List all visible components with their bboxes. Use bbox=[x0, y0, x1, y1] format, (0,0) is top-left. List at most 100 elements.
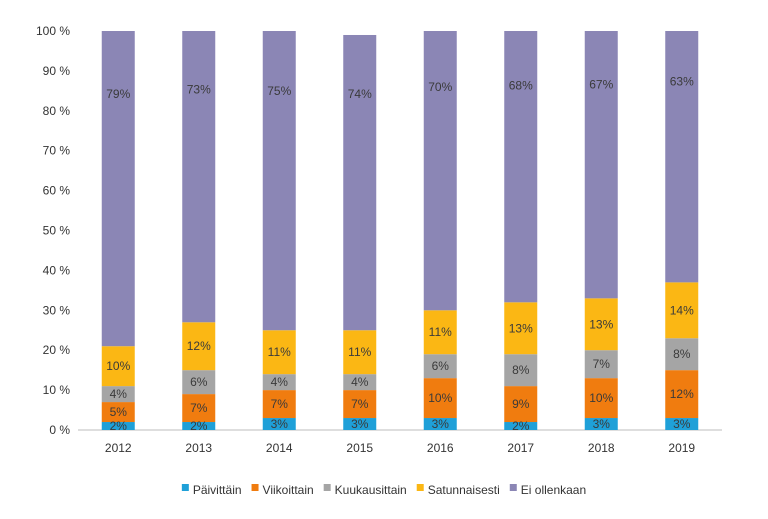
data-label: 9% bbox=[512, 397, 530, 411]
data-labels-layer: 2%5%4%10%79%2%7%6%12%73%3%7%4%11%75%3%7%… bbox=[106, 74, 694, 433]
bar-segment-p-ivitt-in bbox=[262, 418, 296, 430]
data-label: 4% bbox=[351, 375, 369, 389]
y-tick-label: 60 % bbox=[43, 184, 71, 198]
legend-item: Kuukausittain bbox=[323, 483, 407, 497]
bar-segment-satunnaisesti bbox=[101, 346, 135, 387]
bar-segment-ei-ollenkaan bbox=[182, 31, 216, 323]
bar-segment-ei-ollenkaan bbox=[423, 31, 457, 311]
data-label: 14% bbox=[670, 303, 694, 317]
data-label: 70% bbox=[428, 80, 452, 94]
y-tick-label: 90 % bbox=[43, 64, 71, 78]
bar-segment-satunnaisesti bbox=[182, 322, 216, 371]
data-label: 7% bbox=[351, 397, 369, 411]
bar-segment-kuukausittain bbox=[504, 354, 538, 387]
bar-segment-kuukausittain bbox=[101, 386, 135, 403]
x-tick-label: 2012 bbox=[105, 441, 132, 455]
data-label: 3% bbox=[351, 417, 369, 431]
y-tick-label: 0 % bbox=[49, 423, 70, 437]
bar-segment-viikoittain bbox=[182, 394, 216, 423]
bar-segment-viikoittain bbox=[665, 370, 699, 419]
legend-swatch bbox=[251, 484, 259, 491]
data-label: 11% bbox=[429, 325, 452, 339]
legend: Päivittäin Viikoittain Kuukausittain Satunn… bbox=[181, 483, 586, 497]
data-label: 10% bbox=[106, 359, 130, 373]
x-tick-label: 2015 bbox=[346, 441, 373, 455]
data-label: 74% bbox=[348, 87, 372, 101]
data-label: 3% bbox=[271, 417, 289, 431]
bar-segment-kuukausittain bbox=[584, 350, 618, 379]
legend-swatch bbox=[181, 484, 189, 491]
data-label: 7% bbox=[190, 401, 208, 415]
y-tick-label: 30 % bbox=[43, 303, 71, 317]
bar-segment-satunnaisesti bbox=[504, 302, 538, 355]
y-tick-label: 10 % bbox=[43, 383, 71, 397]
bar-segment-p-ivitt-in bbox=[584, 418, 618, 430]
bar-segment-ei-ollenkaan bbox=[262, 31, 296, 331]
data-label: 67% bbox=[589, 77, 613, 91]
x-tick-label: 2017 bbox=[507, 441, 534, 455]
data-label: 7% bbox=[271, 397, 289, 411]
legend-item: Satunnaisesti bbox=[416, 483, 500, 497]
data-label: 75% bbox=[267, 84, 291, 98]
data-label: 13% bbox=[589, 317, 613, 331]
data-label: 8% bbox=[673, 347, 691, 361]
data-label: 2% bbox=[190, 419, 208, 433]
x-tick-label: 2013 bbox=[185, 441, 212, 455]
bar-segment-satunnaisesti bbox=[584, 298, 618, 351]
data-label: 10% bbox=[589, 391, 613, 405]
bar-segment-satunnaisesti bbox=[262, 330, 296, 375]
axis-layer: 0 % 10 % 20 % 30 % 40 % 50 % 60 % 70 % 80 % 90 % 1… bbox=[36, 24, 722, 455]
y-tick-label: 100 % bbox=[36, 24, 70, 38]
legend-swatch bbox=[323, 484, 331, 491]
data-label: 3% bbox=[673, 417, 691, 431]
data-label: 12% bbox=[670, 387, 694, 401]
data-label: 10% bbox=[428, 391, 452, 405]
bar-segment-satunnaisesti bbox=[343, 330, 377, 375]
x-tick-label: 2016 bbox=[427, 441, 454, 455]
x-tick-label: 2018 bbox=[588, 441, 615, 455]
data-label: 3% bbox=[593, 417, 611, 431]
legend-item: Ei ollenkaan bbox=[509, 483, 586, 497]
bar-segment-kuukausittain bbox=[262, 374, 296, 391]
bar-segment-satunnaisesti bbox=[423, 310, 457, 355]
bar-segment-viikoittain bbox=[584, 378, 618, 419]
legend-item: Päivittäin bbox=[181, 483, 242, 497]
y-tick-label: 40 % bbox=[43, 263, 71, 277]
legend-swatch bbox=[509, 484, 517, 491]
bars-layer bbox=[101, 31, 699, 430]
bar-segment-p-ivitt-in bbox=[665, 418, 699, 430]
x-tick-label: 2014 bbox=[266, 441, 293, 455]
data-label: 2% bbox=[110, 419, 128, 433]
y-tick-label: 80 % bbox=[43, 104, 71, 118]
bar-segment-viikoittain bbox=[101, 402, 135, 423]
data-label: 2% bbox=[512, 419, 530, 433]
data-label: 79% bbox=[106, 87, 130, 101]
bar-segment-ei-ollenkaan bbox=[101, 31, 135, 347]
legend-item: Viikoittain bbox=[251, 483, 314, 497]
bar-segment-viikoittain bbox=[504, 386, 538, 423]
data-label: 4% bbox=[110, 387, 128, 401]
data-label: 68% bbox=[509, 78, 533, 92]
data-label: 8% bbox=[512, 363, 530, 377]
data-label: 4% bbox=[271, 375, 289, 389]
data-label: 6% bbox=[432, 359, 450, 373]
bar-segment-viikoittain bbox=[423, 378, 457, 419]
bar-segment-p-ivitt-in bbox=[504, 422, 538, 430]
bar-segment-p-ivitt-in bbox=[101, 422, 135, 430]
bar-segment-viikoittain bbox=[343, 390, 377, 419]
data-label: 5% bbox=[110, 405, 128, 419]
y-tick-label: 20 % bbox=[43, 343, 71, 357]
legend-label: Viikoittain bbox=[263, 483, 314, 497]
bar-segment-kuukausittain bbox=[182, 370, 216, 395]
legend-label: Päivittäin bbox=[193, 483, 242, 497]
bar-segment-kuukausittain bbox=[423, 354, 457, 379]
bar-segment-p-ivitt-in bbox=[423, 418, 457, 430]
data-label: 6% bbox=[190, 375, 208, 389]
data-label: 3% bbox=[432, 417, 450, 431]
legend-label: Kuukausittain bbox=[335, 483, 407, 497]
bar-segment-ei-ollenkaan bbox=[504, 31, 538, 303]
legend-label: Satunnaisesti bbox=[428, 483, 500, 497]
y-tick-label: 50 % bbox=[43, 224, 71, 238]
